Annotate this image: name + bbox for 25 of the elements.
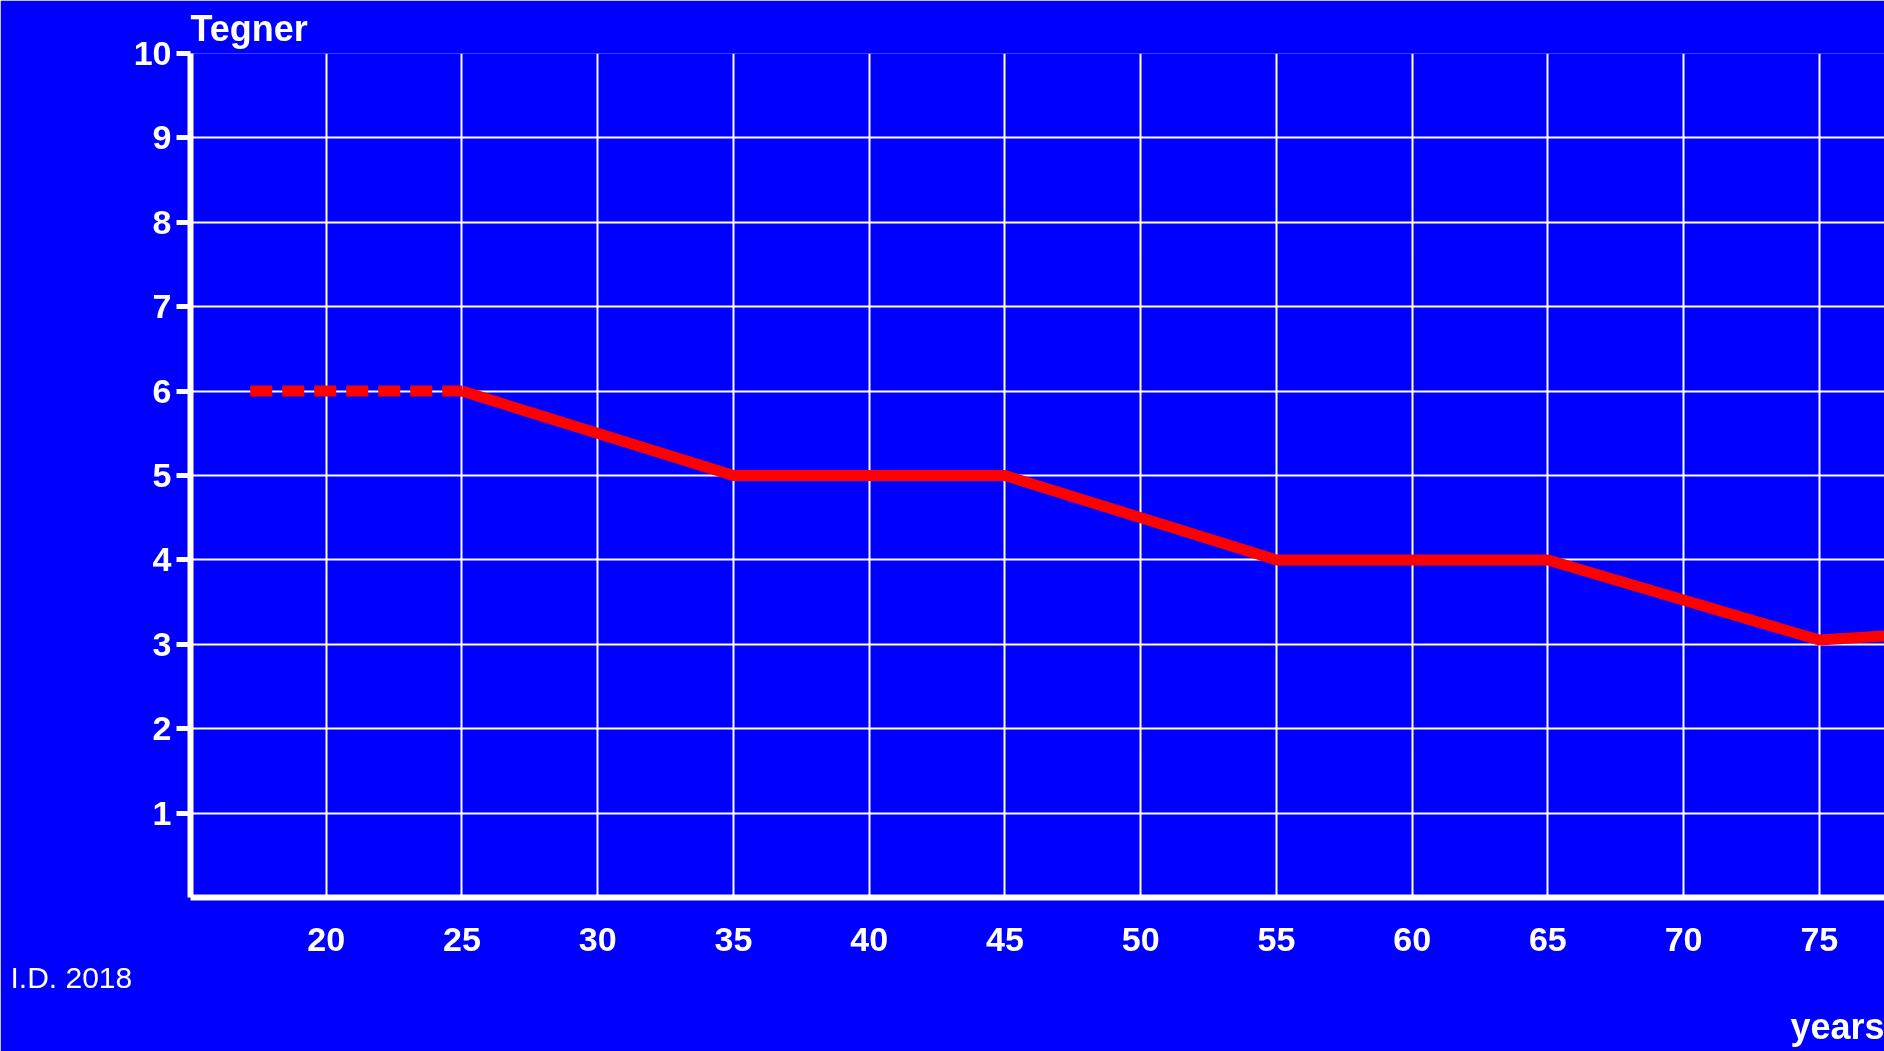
- y-axis-title: Tegner: [190, 7, 308, 49]
- y-tick-label: 3: [152, 624, 172, 663]
- x-axis-title: years: [1790, 1005, 1884, 1047]
- y-tick-label: 9: [152, 118, 172, 157]
- y-tick-label: 5: [152, 456, 172, 494]
- x-tick-label: 75: [1800, 919, 1839, 958]
- y-tick-label: 6: [152, 371, 172, 410]
- x-tick-label: 30: [578, 919, 617, 958]
- x-tick-label: 40: [850, 919, 889, 958]
- x-tick-label: 35: [714, 919, 753, 958]
- x-tick-label: 65: [1528, 919, 1567, 958]
- x-tick-label: 50: [1121, 919, 1160, 958]
- y-tick-label: 1: [152, 793, 172, 832]
- y-tick-label: 10: [133, 34, 172, 72]
- y-tick-label: 8: [152, 202, 172, 241]
- x-tick-label: 20: [307, 919, 346, 958]
- x-tick-label: 70: [1664, 919, 1703, 958]
- y-tick-label: 2: [152, 709, 172, 748]
- x-tick-label: 55: [1257, 919, 1296, 958]
- x-tick-label: 45: [986, 919, 1024, 958]
- x-tick-label: 25: [443, 919, 481, 958]
- text: I.D. 2018: [10, 960, 133, 994]
- x-tick-label: 60: [1393, 919, 1432, 958]
- y-tick-label: 4: [152, 540, 172, 579]
- y-tick-label: 7: [152, 287, 172, 326]
